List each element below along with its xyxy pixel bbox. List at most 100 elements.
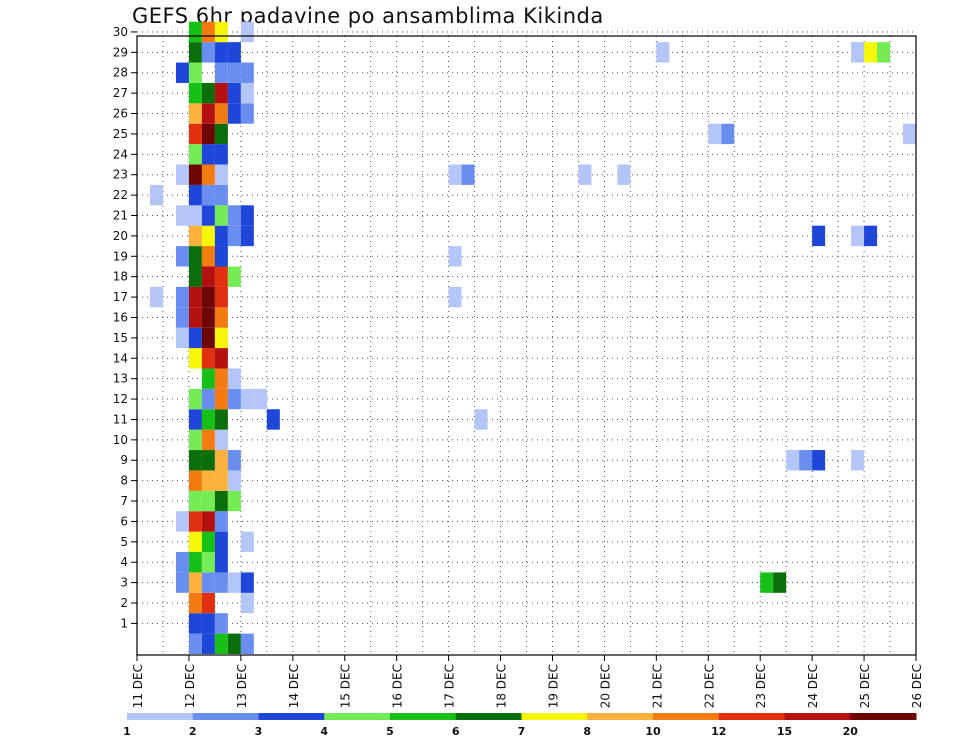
heatmap-cell xyxy=(214,572,228,593)
y-tick-label: 17 xyxy=(113,290,128,304)
heatmap-cell xyxy=(201,164,215,185)
y-tick-label: 18 xyxy=(113,270,128,284)
colorbar-label: 20 xyxy=(843,725,859,738)
colorbar-swatch xyxy=(718,713,785,720)
heatmap-cell xyxy=(786,450,800,471)
heatmap-cell xyxy=(214,511,228,532)
heatmap-cell xyxy=(188,429,202,451)
heatmap-cell xyxy=(812,225,826,247)
heatmap-cell xyxy=(656,42,670,63)
colorbar-label: 10 xyxy=(645,725,661,738)
heatmap-cell xyxy=(188,286,202,308)
colorbar-swatch xyxy=(455,713,522,720)
heatmap-cell xyxy=(214,184,228,206)
heatmap-cell xyxy=(188,531,202,553)
heatmap-cell xyxy=(188,246,202,267)
x-tick-label: 15 DEC xyxy=(339,664,353,708)
x-tick-label: 26 DEC xyxy=(910,664,924,708)
heatmap-cell xyxy=(760,572,774,593)
heatmap-cell xyxy=(851,42,865,63)
heatmap-cell xyxy=(214,123,228,145)
heatmap-cell xyxy=(175,511,189,532)
heatmap-cell xyxy=(214,266,228,287)
heatmap-cell xyxy=(708,123,722,145)
colorbar-swatch xyxy=(587,713,654,720)
heatmap-cell xyxy=(812,450,826,471)
heatmap-cell xyxy=(903,123,916,145)
heatmap-cell xyxy=(201,348,215,369)
x-tick-label: 23 DEC xyxy=(754,664,768,708)
colorbar-label: 7 xyxy=(518,725,526,738)
heatmap-cell xyxy=(175,164,189,185)
heatmap-cell xyxy=(188,123,202,145)
heatmap-cell xyxy=(201,368,215,389)
heatmap-cell xyxy=(201,82,215,104)
y-tick-label: 13 xyxy=(113,372,128,386)
heatmap-cell xyxy=(188,164,202,185)
heatmap-cell xyxy=(149,286,163,308)
heatmap-cell xyxy=(240,531,254,553)
heatmap-cell xyxy=(214,246,228,267)
heatmap-cell xyxy=(240,103,254,124)
heatmap-cell xyxy=(188,613,202,634)
colorbar-swatch xyxy=(324,713,391,720)
x-tick-label: 13 DEC xyxy=(235,664,249,708)
heatmap-cell xyxy=(214,103,228,124)
y-tick-label: 28 xyxy=(113,66,128,80)
heatmap-cell xyxy=(201,552,215,573)
y-tick-label: 19 xyxy=(113,249,128,263)
heatmap-cell xyxy=(448,164,462,185)
heatmap-cell xyxy=(227,470,241,491)
y-tick-label: 22 xyxy=(113,188,128,202)
x-tick-label: 19 DEC xyxy=(546,664,560,708)
heatmap-cell xyxy=(188,205,202,226)
heatmap-cell xyxy=(214,21,228,43)
heatmap-cell xyxy=(227,572,241,593)
heatmap-cell xyxy=(474,409,488,430)
x-tick-label: 12 DEC xyxy=(183,664,197,708)
heatmap-cell xyxy=(201,205,215,226)
heatmap-cell xyxy=(240,225,254,247)
colorbar-swatch xyxy=(258,713,325,720)
heatmap-cell xyxy=(188,592,202,614)
heatmap-cell xyxy=(266,409,280,430)
y-tick-label: 8 xyxy=(120,474,128,488)
y-tick-label: 6 xyxy=(120,514,128,528)
y-tick-label: 7 xyxy=(120,494,128,508)
heatmap-cell xyxy=(578,164,592,185)
y-tick-label: 4 xyxy=(120,555,128,569)
colorbar-label: 15 xyxy=(777,725,792,738)
heatmap-cell xyxy=(201,450,215,471)
heatmap-cell xyxy=(214,225,228,247)
heatmap-cell xyxy=(240,21,254,43)
heatmap-cell xyxy=(201,286,215,308)
heatmap-cell xyxy=(201,388,215,410)
heatmap-cell xyxy=(188,552,202,573)
x-tick-label: 16 DEC xyxy=(391,664,405,708)
x-tick-label: 14 DEC xyxy=(287,664,301,708)
heatmap-cell xyxy=(188,144,202,165)
heatmap-cell xyxy=(214,531,228,553)
y-tick-label: 14 xyxy=(113,351,128,365)
heatmap-cell xyxy=(188,409,202,430)
heatmap-cell xyxy=(214,490,228,512)
y-tick-label: 11 xyxy=(113,412,128,426)
heatmap-cell xyxy=(448,246,462,267)
heatmap-cell xyxy=(201,266,215,287)
colorbar-swatch xyxy=(850,713,917,720)
heatmap-cell xyxy=(188,103,202,124)
heatmap-cell xyxy=(188,388,202,410)
heatmap-cell xyxy=(188,82,202,104)
x-tick-label: 11 DEC xyxy=(131,664,145,708)
heatmap-cell xyxy=(188,225,202,247)
heatmap-cell xyxy=(201,246,215,267)
y-tick-label: 26 xyxy=(113,107,128,121)
heatmap-cell xyxy=(188,62,202,83)
heatmap-cell xyxy=(188,327,202,349)
heatmap-cell xyxy=(227,388,241,410)
heatmap-cell xyxy=(175,307,189,328)
heatmap-cell xyxy=(240,205,254,226)
heatmap-cell xyxy=(214,62,228,83)
colorbar-label: 2 xyxy=(189,725,197,738)
